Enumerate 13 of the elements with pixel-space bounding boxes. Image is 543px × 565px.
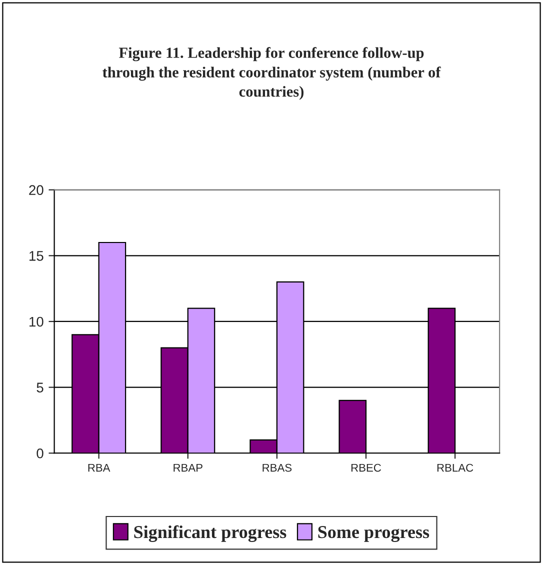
x-tick-label: RBAS [262, 464, 292, 472]
x-tick-label: RBAP [174, 464, 202, 472]
x-tick-label: RBA [88, 464, 110, 472]
y-tick-label: 5 [36, 382, 44, 392]
y-tick-label: 15 [29, 251, 44, 261]
chart-title: Figure 11. Leadership for conference follow-up through the resident coordinator system (number of countries) [102, 47, 441, 100]
x-tick-label: RBEC [351, 464, 381, 472]
legend-label: Significant progress [134, 525, 286, 542]
y-tick-label: 10 [29, 316, 44, 327]
y-tick-label: 20 [29, 185, 44, 196]
x-tick-label: RBLAC [437, 464, 474, 472]
legend-label: Some progress [318, 526, 430, 542]
y-tick-label: 0 [36, 448, 44, 458]
